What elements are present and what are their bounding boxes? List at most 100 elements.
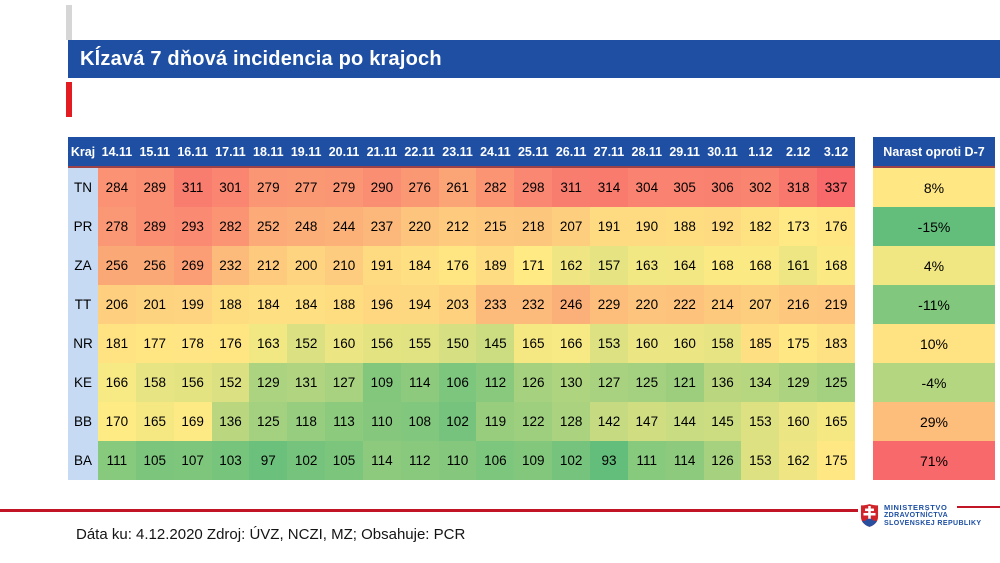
- heatmap-cell: 282: [211, 207, 250, 246]
- heatmap-cell: 108: [400, 402, 439, 441]
- heatmap-cell: 102: [552, 441, 591, 480]
- heatmap-cell: 290: [362, 168, 401, 207]
- heatmap-cell: 184: [249, 285, 288, 324]
- heatmap-cell: 127: [325, 363, 363, 402]
- heatmap-cell: 188: [211, 285, 250, 324]
- row-label-nr: NR: [68, 324, 98, 363]
- heatmap-cell: 306: [703, 168, 742, 207]
- date-header: 28.11: [631, 144, 663, 159]
- narast-header-divider-rule: [873, 166, 995, 168]
- table-body: TN 284 289 311 301 279 277 279 290 276 261 282 298 31…: [68, 168, 855, 480]
- heatmap-cell: 111: [98, 441, 136, 480]
- heatmap-cell: 277: [287, 168, 326, 207]
- ministry-logo-text: MINISTERSTVO ZDRAVOTNÍCTVA SLOVENSKEJ RE…: [884, 503, 981, 528]
- heatmap-cell: 305: [665, 168, 704, 207]
- table-row: TT 206 201 199 188 184 184 188 196 194 203 233 232 24…: [68, 285, 855, 324]
- heatmap-cell: 246: [552, 285, 591, 324]
- heatmap-cell: 171: [514, 246, 553, 285]
- heatmap-cell: 129: [779, 363, 818, 402]
- heatmap-cell: 175: [779, 324, 818, 363]
- date-header: 2.12: [786, 144, 811, 159]
- heatmap-cell: 192: [703, 207, 742, 246]
- heatmap-cell: 196: [362, 285, 401, 324]
- heatmap-cell: 160: [779, 402, 818, 441]
- heatmap-cell: 289: [135, 207, 174, 246]
- logo-line-1: MINISTERSTVO: [884, 503, 948, 512]
- heatmap-cell: 199: [173, 285, 212, 324]
- heatmap-cell: 126: [514, 363, 553, 402]
- heatmap-cell: 93: [590, 441, 628, 480]
- date-header: 15.11: [139, 144, 171, 159]
- heatmap-cell: 176: [438, 246, 477, 285]
- heatmap-cell: 284: [98, 168, 136, 207]
- heatmap-cell: 127: [590, 363, 628, 402]
- heatmap-cell: 134: [741, 363, 780, 402]
- heatmap-cell: 278: [98, 207, 136, 246]
- heatmap-cell: 232: [211, 246, 250, 285]
- heatmap-cell: 298: [514, 168, 553, 207]
- heatmap-cell: 229: [590, 285, 628, 324]
- heatmap-cell: 173: [779, 207, 818, 246]
- heatmap-cell: 168: [817, 246, 855, 285]
- heatmap-cell: 145: [476, 324, 515, 363]
- heatmap-cell: 109: [514, 441, 553, 480]
- heatmap-cell: 279: [325, 168, 363, 207]
- table-row: NR 181 177 178 176 163 152 160 156 155 150 145 165 16…: [68, 324, 855, 363]
- date-header: 29.11: [669, 144, 700, 159]
- heatmap-cell: 113: [325, 402, 363, 441]
- heatmap-cell: 102: [438, 402, 477, 441]
- heatmap-cell: 233: [476, 285, 515, 324]
- heatmap-cell: 165: [817, 402, 855, 441]
- heatmap-cell: 337: [817, 168, 855, 207]
- heatmap-cell: 252: [249, 207, 288, 246]
- heatmap-cell: 163: [249, 324, 288, 363]
- heatmap-cell: 191: [362, 246, 401, 285]
- heatmap-cell: 165: [135, 402, 174, 441]
- date-header: 20.11: [328, 144, 360, 159]
- date-header: 22.11: [404, 144, 436, 159]
- heatmap-cell: 114: [665, 441, 704, 480]
- heatmap-cell: 185: [741, 324, 780, 363]
- heatmap-cell: 118: [287, 402, 326, 441]
- heatmap-cell: 122: [514, 402, 553, 441]
- heatmap-cell: 261: [438, 168, 477, 207]
- heatmap-cell: 302: [741, 168, 780, 207]
- narast-cell: -4%: [873, 363, 995, 402]
- heatmap-cell: 152: [211, 363, 250, 402]
- heatmap-cell: 210: [325, 246, 363, 285]
- heatmap-cell: 125: [249, 402, 288, 441]
- heatmap-cell: 311: [173, 168, 212, 207]
- heatmap-cell: 170: [98, 402, 136, 441]
- heatmap-cell: 153: [590, 324, 628, 363]
- heatmap-cell: 155: [400, 324, 439, 363]
- table-header-row: Kraj 14.11 15.11 16.11 17.11 18.11 19.11 20.11 2…: [68, 137, 855, 166]
- heatmap-cell: 97: [249, 441, 288, 480]
- heatmap-cell: 111: [627, 441, 666, 480]
- heatmap-cell: 203: [438, 285, 477, 324]
- heatmap-cell: 279: [249, 168, 288, 207]
- heatmap-cell: 136: [211, 402, 250, 441]
- row-label-za: ZA: [68, 246, 98, 285]
- heatmap-cell: 183: [817, 324, 855, 363]
- heatmap-cell: 289: [135, 168, 174, 207]
- heatmap-cell: 153: [741, 402, 780, 441]
- heatmap-cell: 147: [627, 402, 666, 441]
- date-header: 17.11: [215, 144, 246, 159]
- heatmap-cell: 160: [325, 324, 363, 363]
- heatmap-cell: 175: [817, 441, 855, 480]
- slovak-coat-of-arms-icon: [860, 504, 879, 527]
- heatmap-cell: 282: [476, 168, 515, 207]
- heatmap-cell: 128: [552, 402, 591, 441]
- heatmap-cell: 158: [135, 363, 174, 402]
- heatmap-cell: 220: [627, 285, 666, 324]
- heatmap-cell: 156: [173, 363, 212, 402]
- ministry-logo: MINISTERSTVO ZDRAVOTNÍCTVA SLOVENSKEJ RE…: [860, 500, 1000, 534]
- heatmap-cell: 160: [627, 324, 666, 363]
- date-header: 25.11: [517, 144, 549, 159]
- heatmap-cell: 125: [627, 363, 666, 402]
- heatmap-cell: 206: [98, 285, 136, 324]
- heatmap-cell: 160: [665, 324, 704, 363]
- heatmap-cell: 212: [438, 207, 477, 246]
- heatmap-cell: 181: [98, 324, 136, 363]
- heatmap-cell: 191: [590, 207, 628, 246]
